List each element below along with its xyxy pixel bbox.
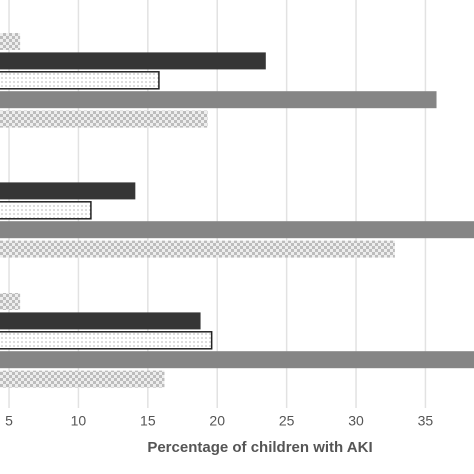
x-tick-label: 10 — [71, 413, 87, 429]
bar — [0, 331, 213, 350]
x-tick-label: 5 — [5, 413, 13, 429]
bar — [0, 91, 437, 109]
bar — [0, 182, 136, 200]
x-axis-label: Percentage of children with AKI — [147, 439, 372, 456]
bar — [0, 33, 21, 50]
bar — [0, 312, 201, 330]
x-tick-label: 20 — [209, 413, 225, 429]
x-tick-label: 35 — [418, 413, 434, 429]
bars — [0, 33, 474, 388]
x-tick-label: 25 — [279, 413, 295, 429]
bar — [0, 240, 395, 258]
bar — [0, 293, 21, 310]
x-tick-label: 30 — [348, 413, 364, 429]
bar — [0, 71, 160, 90]
bar — [0, 370, 165, 388]
bar — [0, 110, 208, 128]
x-tick-label: 15 — [140, 413, 156, 429]
bar — [0, 221, 474, 239]
bar — [0, 201, 92, 220]
bar — [0, 52, 266, 70]
bar — [0, 351, 474, 369]
